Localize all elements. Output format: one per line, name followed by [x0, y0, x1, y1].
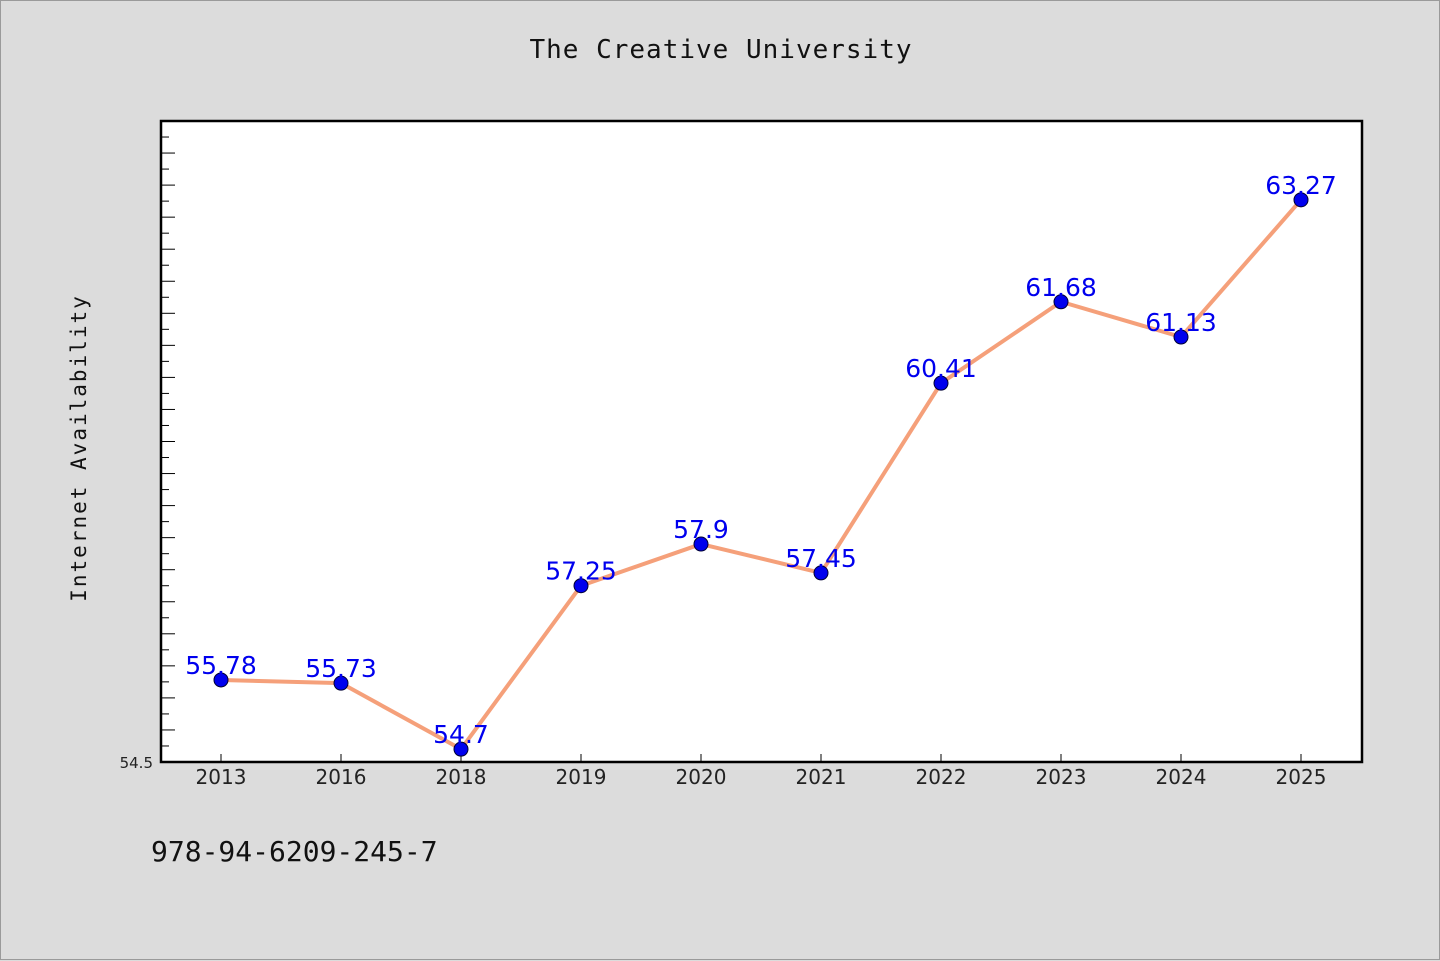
data-point	[933, 375, 949, 391]
data-label: 63.27	[1265, 171, 1337, 200]
data-label: 57.9	[673, 515, 729, 544]
x-tick-label: 2021	[796, 765, 847, 789]
x-tick-label: 2019	[556, 765, 607, 789]
data-labels: 55.78 55.73 54.7 57.25 57.9 57.45 60.41 61.68 61…	[185, 171, 1337, 749]
x-axis: 2013 2016 2018 2019 2020 2021 2022 2023 2024 2025	[196, 754, 1327, 789]
data-label: 60.41	[905, 354, 977, 383]
data-label: 57.45	[785, 544, 857, 573]
y-axis-ticks: 54.5	[120, 136, 175, 772]
x-tick-label: 2023	[1036, 765, 1087, 789]
data-label: 55.78	[185, 651, 257, 680]
series-line	[219, 197, 1303, 752]
data-point	[213, 672, 229, 688]
data-point	[1053, 294, 1069, 310]
data-point	[813, 565, 829, 581]
x-tick-label: 2018	[436, 765, 487, 789]
data-label: 61.68	[1025, 273, 1097, 302]
series-layer	[213, 192, 1309, 757]
data-point	[453, 741, 469, 757]
data-label: 54.7	[433, 720, 489, 749]
data-point	[1293, 192, 1309, 208]
data-point	[573, 578, 589, 594]
x-tick-label: 2025	[1276, 765, 1327, 789]
x-tick-label: 2020	[676, 765, 727, 789]
x-tick-label: 2024	[1156, 765, 1207, 789]
x-tick-label: 2013	[196, 765, 247, 789]
data-point	[693, 536, 709, 552]
data-label: 55.73	[305, 654, 377, 683]
data-label: 61.13	[1145, 308, 1217, 337]
x-tick-label: 2016	[316, 765, 367, 789]
y-tick-label-min: 54.5	[120, 754, 153, 772]
isbn-text: 978-94-6209-245-7	[151, 835, 438, 868]
data-label: 57.25	[545, 557, 617, 586]
chart-title: The Creative University	[529, 35, 913, 65]
data-point	[1173, 329, 1189, 345]
data-point	[333, 675, 349, 691]
x-tick-label: 2022	[916, 765, 967, 789]
plot-area	[159, 119, 1364, 764]
